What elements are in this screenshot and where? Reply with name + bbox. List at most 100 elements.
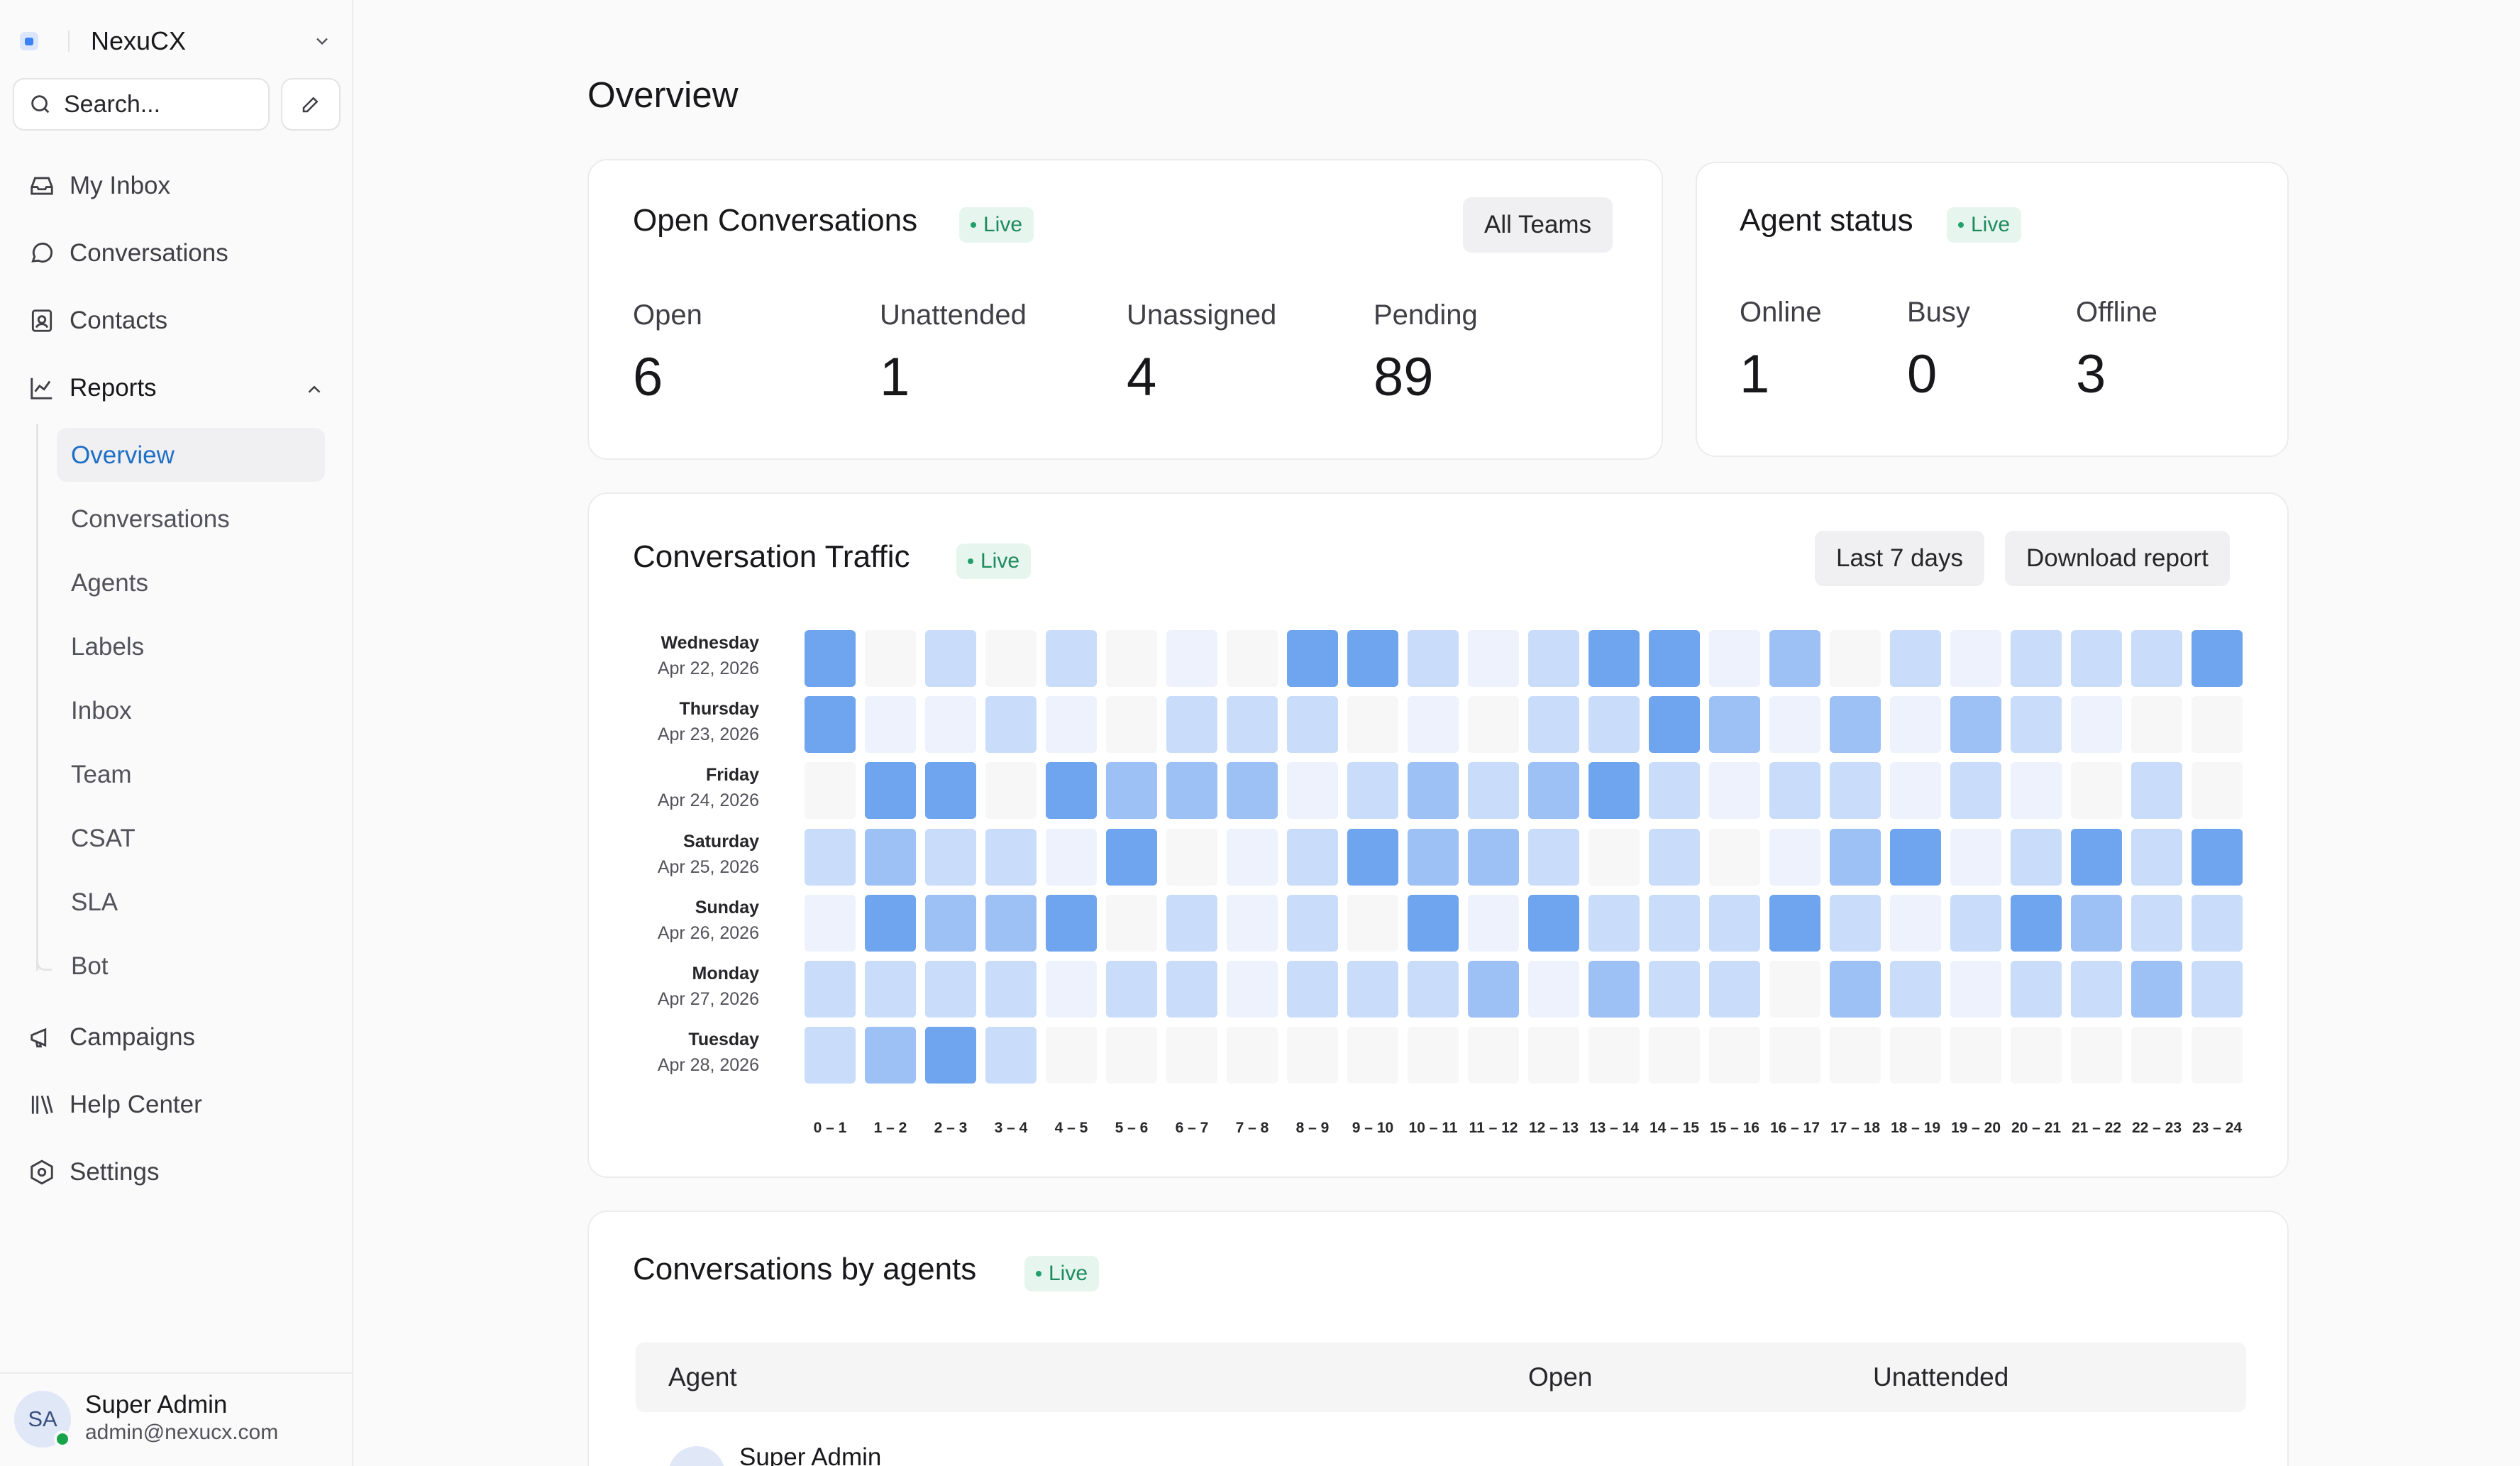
heatmap-cell[interactable] — [1347, 630, 1398, 687]
heatmap-cell[interactable] — [1166, 762, 1217, 820]
heatmap-cell[interactable] — [1347, 894, 1398, 952]
account-switcher[interactable]: NexuCX — [20, 21, 339, 61]
heatmap-cell[interactable] — [1287, 828, 1338, 886]
heatmap-cell[interactable] — [1649, 696, 1700, 754]
heatmap-cell[interactable] — [1890, 961, 1941, 1018]
heatmap-cell[interactable] — [805, 1027, 856, 1084]
heatmap-cell[interactable] — [2131, 894, 2182, 952]
heatmap-cell[interactable] — [1709, 1027, 1760, 1084]
heatmap-cell[interactable] — [1227, 762, 1278, 820]
heatmap-cell[interactable] — [2131, 961, 2182, 1018]
heatmap-cell[interactable] — [1588, 828, 1640, 886]
heatmap-cell[interactable] — [1106, 630, 1157, 687]
heatmap-cell[interactable] — [1408, 961, 1459, 1018]
sub-team[interactable]: Team — [71, 761, 132, 788]
heatmap-cell[interactable] — [2192, 1027, 2243, 1084]
heatmap-cell[interactable] — [1166, 961, 1217, 1018]
heatmap-cell[interactable] — [1287, 961, 1338, 1018]
heatmap-cell[interactable] — [1227, 696, 1278, 754]
heatmap-cell[interactable] — [1468, 828, 1519, 886]
heatmap-cell[interactable] — [985, 961, 1037, 1018]
heatmap-cell[interactable] — [1890, 1027, 1941, 1084]
heatmap-cell[interactable] — [985, 762, 1037, 820]
heatmap-cell[interactable] — [1769, 961, 1820, 1018]
heatmap-cell[interactable] — [1227, 1027, 1278, 1084]
heatmap-cell[interactable] — [865, 630, 916, 687]
heatmap-cell[interactable] — [865, 894, 916, 952]
heatmap-cell[interactable] — [2131, 696, 2182, 754]
heatmap-cell[interactable] — [1468, 696, 1519, 754]
heatmap-cell[interactable] — [1588, 762, 1640, 820]
heatmap-cell[interactable] — [1468, 894, 1519, 952]
heatmap-cell[interactable] — [925, 961, 976, 1018]
heatmap-cell[interactable] — [1649, 828, 1700, 886]
heatmap-cell[interactable] — [1830, 762, 1881, 820]
heatmap-cell[interactable] — [2131, 828, 2182, 886]
heatmap-cell[interactable] — [1830, 630, 1881, 687]
heatmap-cell[interactable] — [1830, 961, 1881, 1018]
heatmap-cell[interactable] — [865, 696, 916, 754]
sub-agents[interactable]: Agents — [71, 569, 148, 597]
heatmap-cell[interactable] — [865, 828, 916, 886]
nav-help-center[interactable]: Help Center — [28, 1087, 202, 1123]
heatmap-cell[interactable] — [1347, 961, 1398, 1018]
heatmap-cell[interactable] — [1287, 696, 1338, 754]
heatmap-cell[interactable] — [1709, 762, 1760, 820]
heatmap-cell[interactable] — [2192, 894, 2243, 952]
nav-reports[interactable]: Reports — [28, 370, 157, 406]
heatmap-cell[interactable] — [2071, 762, 2122, 820]
heatmap-cell[interactable] — [985, 630, 1037, 687]
sub-sla[interactable]: SLA — [71, 888, 118, 916]
heatmap-cell[interactable] — [1106, 762, 1157, 820]
heatmap-cell[interactable] — [1950, 630, 2001, 687]
chevron-up-icon[interactable] — [304, 379, 325, 400]
heatmap-cell[interactable] — [865, 961, 916, 1018]
heatmap-cell[interactable] — [925, 828, 976, 886]
heatmap-cell[interactable] — [1408, 630, 1459, 687]
heatmap-cell[interactable] — [1769, 894, 1820, 952]
heatmap-cell[interactable] — [805, 762, 856, 820]
heatmap-cell[interactable] — [1227, 630, 1278, 687]
heatmap-cell[interactable] — [2071, 1027, 2122, 1084]
user-profile[interactable]: SA Super Admin admin@nexucx.com — [0, 1372, 353, 1466]
heatmap-cell[interactable] — [1408, 696, 1459, 754]
heatmap-cell[interactable] — [1287, 1027, 1338, 1084]
heatmap-cell[interactable] — [985, 828, 1037, 886]
sub-conversations[interactable]: Conversations — [71, 505, 230, 533]
heatmap-cell[interactable] — [1106, 1027, 1157, 1084]
heatmap-cell[interactable] — [805, 961, 856, 1018]
heatmap-cell[interactable] — [1709, 630, 1760, 687]
heatmap-cell[interactable] — [1649, 894, 1700, 952]
heatmap-cell[interactable] — [1890, 762, 1941, 820]
heatmap-cell[interactable] — [1890, 828, 1941, 886]
team-filter-button[interactable]: All Teams — [1463, 197, 1613, 253]
heatmap-cell[interactable] — [1709, 828, 1760, 886]
heatmap-cell[interactable] — [2011, 696, 2062, 754]
heatmap-cell[interactable] — [1649, 961, 1700, 1018]
heatmap-cell[interactable] — [1347, 1027, 1398, 1084]
heatmap-cell[interactable] — [2192, 696, 2243, 754]
heatmap-cell[interactable] — [1588, 1027, 1640, 1084]
heatmap-cell[interactable] — [2131, 1027, 2182, 1084]
heatmap-cell[interactable] — [1227, 961, 1278, 1018]
heatmap-cell[interactable] — [2071, 696, 2122, 754]
heatmap-cell[interactable] — [1287, 762, 1338, 820]
heatmap-cell[interactable] — [865, 762, 916, 820]
sub-bot[interactable]: Bot — [71, 952, 109, 980]
heatmap-cell[interactable] — [1950, 894, 2001, 952]
heatmap-cell[interactable] — [2071, 828, 2122, 886]
heatmap-cell[interactable] — [805, 630, 856, 687]
heatmap-cell[interactable] — [925, 762, 976, 820]
download-report-button[interactable]: Download report — [2005, 531, 2230, 586]
heatmap-cell[interactable] — [1830, 894, 1881, 952]
heatmap-cell[interactable] — [1227, 894, 1278, 952]
heatmap-cell[interactable] — [1408, 762, 1459, 820]
heatmap-cell[interactable] — [925, 1027, 976, 1084]
heatmap-cell[interactable] — [1950, 961, 2001, 1018]
heatmap-cell[interactable] — [1890, 894, 1941, 952]
sub-labels[interactable]: Labels — [71, 633, 145, 661]
heatmap-cell[interactable] — [925, 630, 976, 687]
heatmap-cell[interactable] — [1588, 630, 1640, 687]
heatmap-cell[interactable] — [1046, 961, 1097, 1018]
heatmap-cell[interactable] — [1106, 961, 1157, 1018]
